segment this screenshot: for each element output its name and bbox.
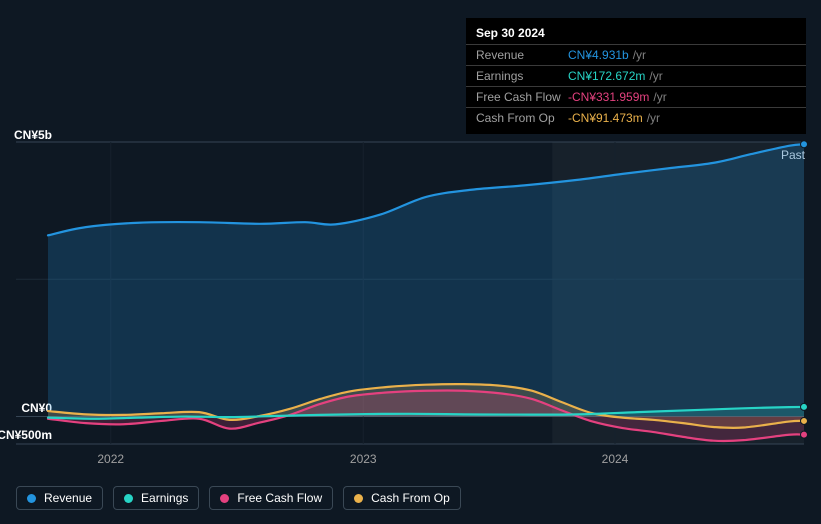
tooltip-row-value: CN¥172.672m — [568, 69, 645, 83]
legend-item-cfo[interactable]: Cash From Op — [343, 486, 461, 510]
tooltip-row-label: Revenue — [476, 48, 568, 62]
legend-swatch — [124, 494, 133, 503]
tooltip-row-label: Earnings — [476, 69, 568, 83]
legend-label: Revenue — [44, 491, 92, 505]
tooltip-row-label: Cash From Op — [476, 111, 568, 125]
legend-item-earnings[interactable]: Earnings — [113, 486, 199, 510]
legend-item-fcf[interactable]: Free Cash Flow — [209, 486, 333, 510]
tooltip-row-value: -CN¥331.959m — [568, 90, 649, 104]
legend-label: Free Cash Flow — [237, 491, 322, 505]
tooltip-row-unit: /yr — [649, 69, 662, 83]
legend-swatch — [220, 494, 229, 503]
legend-swatch — [27, 494, 36, 503]
legend-label: Cash From Op — [371, 491, 450, 505]
tooltip-row: Free Cash Flow-CN¥331.959m/yr — [466, 86, 806, 107]
tooltip-row-value: CN¥4.931b — [568, 48, 629, 62]
tooltip-date: Sep 30 2024 — [466, 24, 806, 44]
tooltip-row-unit: /yr — [653, 90, 666, 104]
tooltip-row-label: Free Cash Flow — [476, 90, 568, 104]
tooltip-row-value: -CN¥91.473m — [568, 111, 643, 125]
tooltip-row-unit: /yr — [647, 111, 660, 125]
chart-tooltip: Sep 30 2024 RevenueCN¥4.931b/yrEarningsC… — [466, 18, 806, 134]
tooltip-row: EarningsCN¥172.672m/yr — [466, 65, 806, 86]
legend-label: Earnings — [141, 491, 188, 505]
legend-swatch — [354, 494, 363, 503]
tooltip-row: RevenueCN¥4.931b/yr — [466, 44, 806, 65]
tooltip-row: Cash From Op-CN¥91.473m/yr — [466, 107, 806, 128]
tooltip-row-unit: /yr — [633, 48, 646, 62]
legend-item-revenue[interactable]: Revenue — [16, 486, 103, 510]
chart-legend: Revenue Earnings Free Cash Flow Cash From O… — [16, 486, 461, 510]
